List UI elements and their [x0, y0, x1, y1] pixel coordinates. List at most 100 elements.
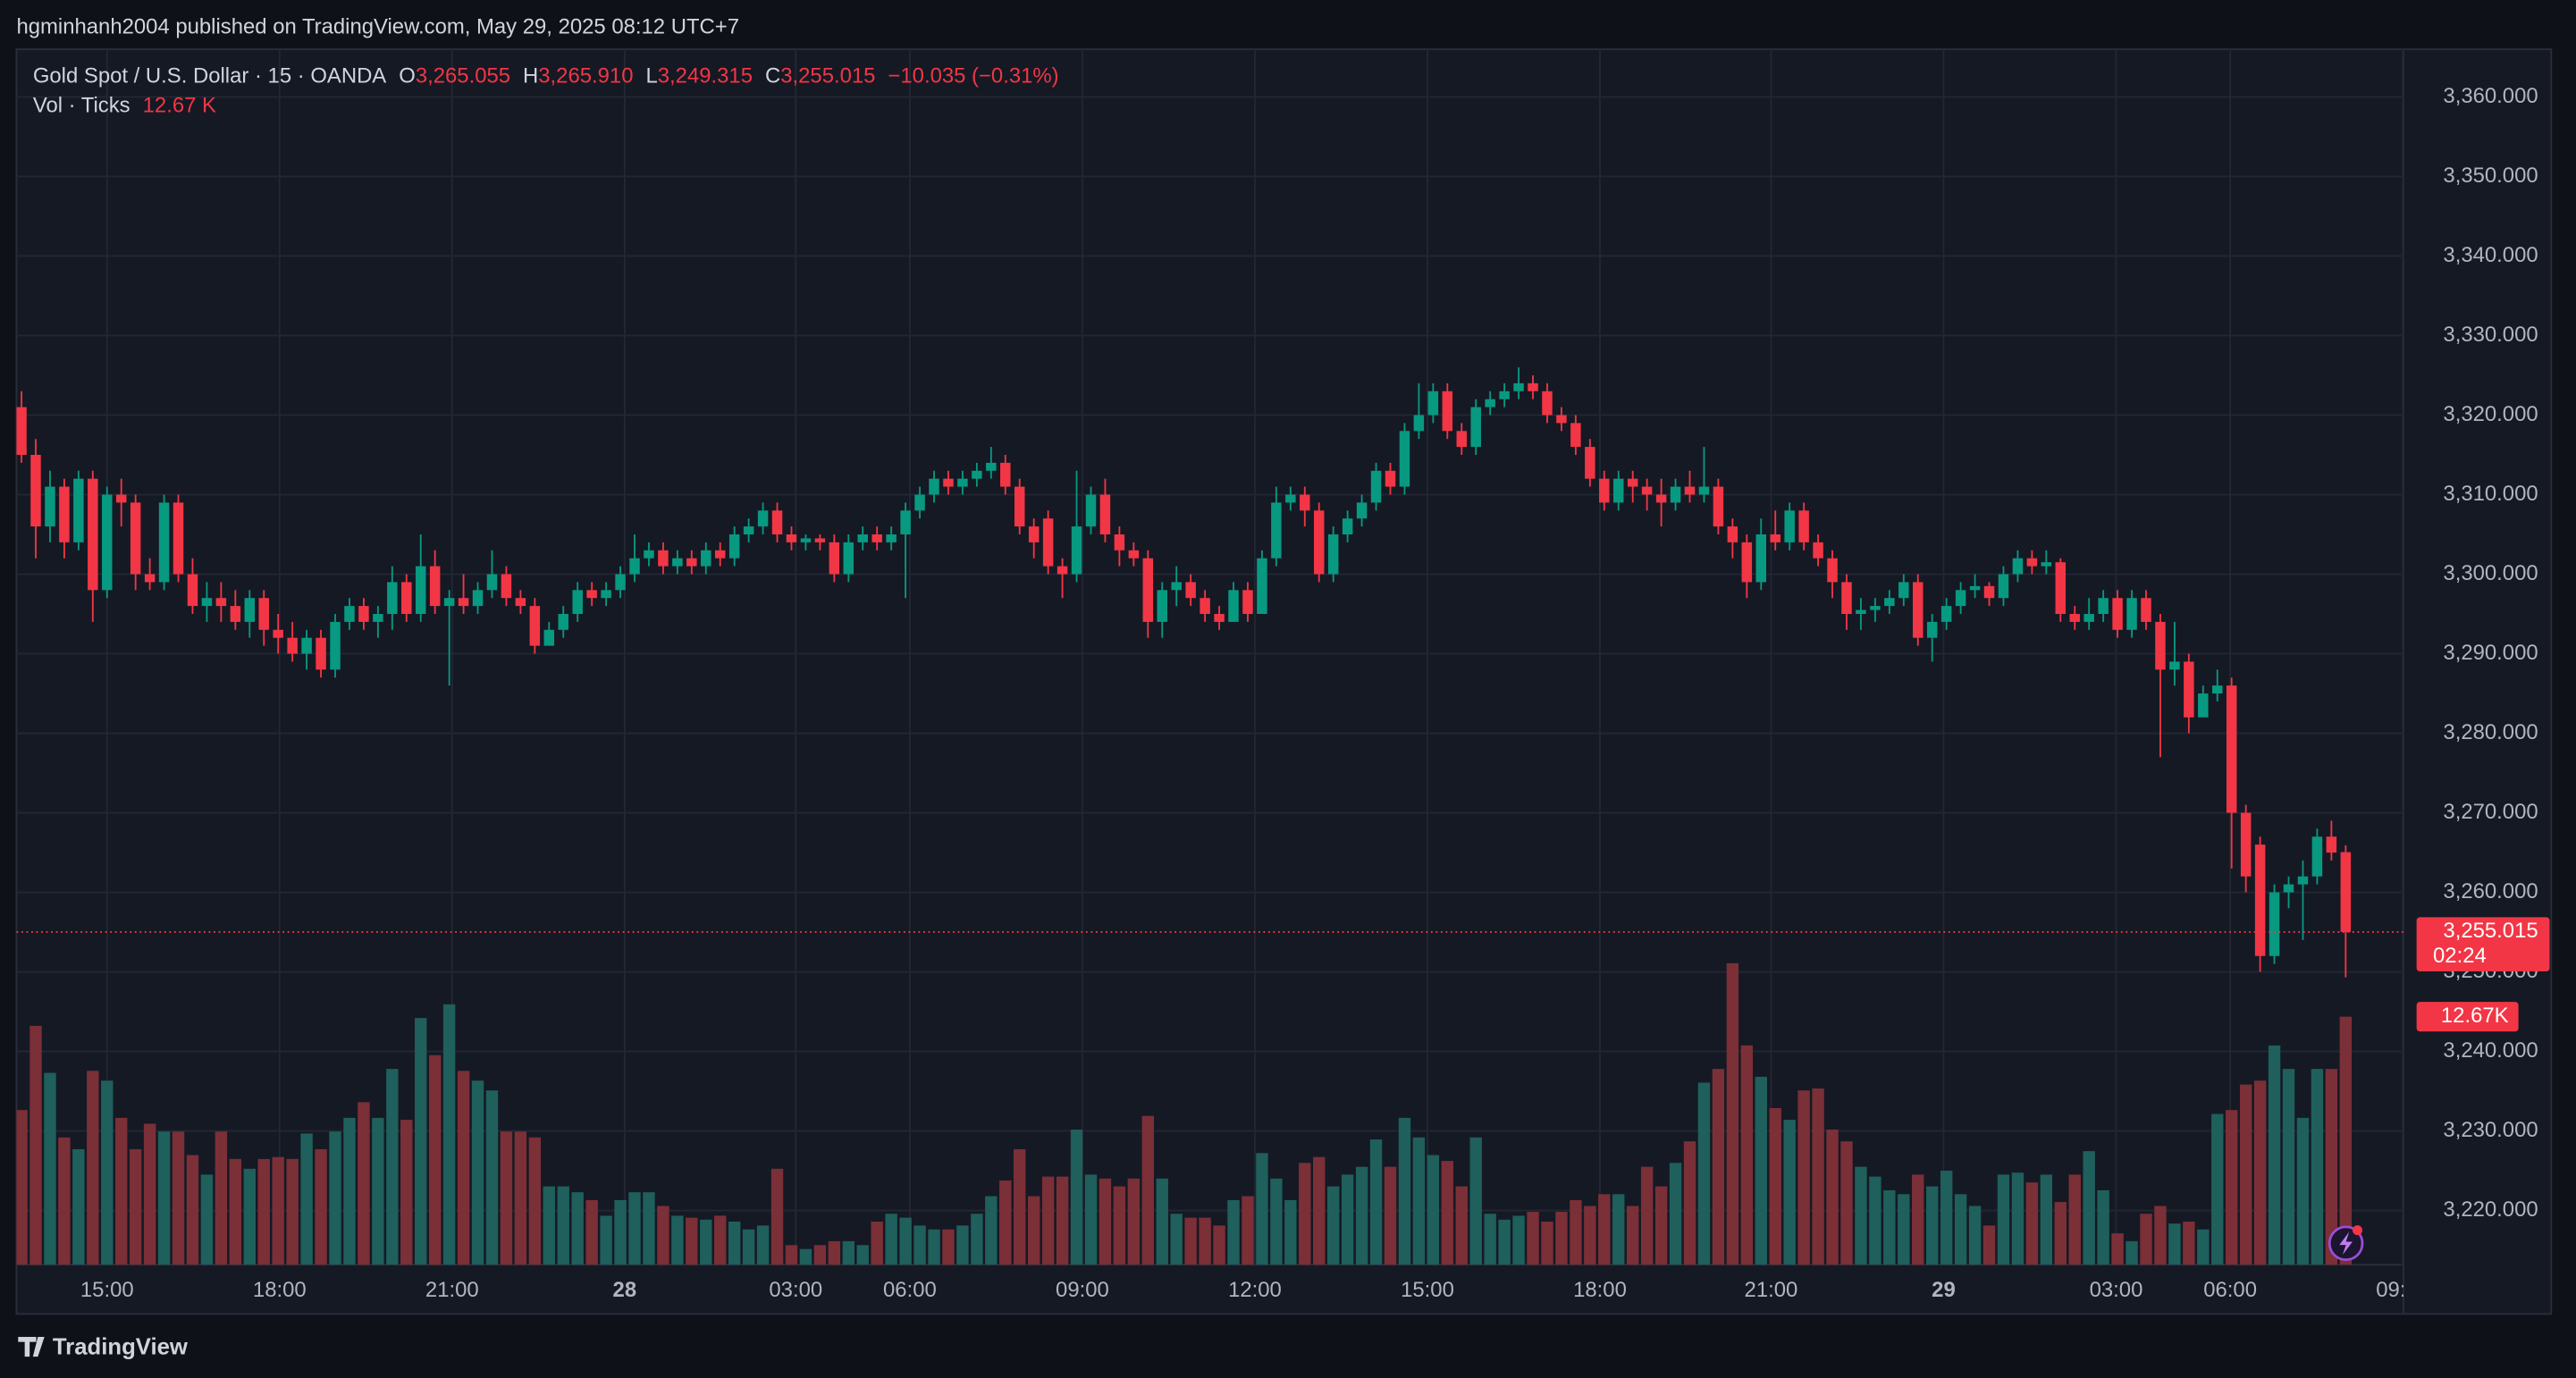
candle-body — [1755, 534, 1767, 583]
candle-body — [2084, 614, 2094, 622]
candle-body — [1200, 598, 1210, 615]
x-tick-label: 09:00 — [1056, 1278, 1109, 1302]
volume-legend: Vol · Ticks 12.67 K — [33, 94, 216, 118]
candle-body — [316, 637, 326, 670]
candle-body — [2155, 621, 2166, 670]
volume-bar — [1541, 1221, 1553, 1265]
candle-body — [586, 590, 597, 599]
candle-body — [1042, 518, 1054, 567]
volume-bar — [415, 1018, 427, 1265]
volume-bar — [1156, 1178, 1168, 1265]
volume-bar — [1070, 1130, 1083, 1265]
volume-bar — [2296, 1117, 2310, 1265]
candle-body — [2012, 558, 2024, 575]
volume-bar — [657, 1206, 669, 1265]
volume-bar — [58, 1137, 71, 1265]
volume-bar — [1783, 1120, 1796, 1265]
candle-body — [1185, 582, 1196, 599]
volume-bar — [471, 1080, 484, 1265]
volume-bar — [913, 1225, 926, 1265]
candle-body — [1470, 407, 1481, 448]
candle-body — [1028, 526, 1040, 542]
candle-body — [629, 558, 640, 575]
candle-body — [429, 566, 441, 607]
volume-bar — [157, 1131, 171, 1265]
candle-body — [786, 534, 797, 542]
candle-body — [2212, 685, 2223, 694]
candle-body — [1940, 606, 1952, 622]
candle-body — [144, 574, 156, 583]
candle-body — [714, 550, 726, 559]
candle-body — [529, 606, 541, 646]
volume-bar — [1840, 1141, 1853, 1265]
volume-bar — [229, 1158, 242, 1265]
y-tick-label: 3,240.000 — [2443, 1038, 2538, 1063]
candle-body — [1485, 399, 1495, 408]
volume-bar — [1755, 1076, 1767, 1265]
low-value: 3,249.315 — [658, 64, 753, 88]
candle-body — [1313, 510, 1325, 575]
volume-bar — [1555, 1212, 1568, 1265]
candle-body — [1128, 550, 1140, 559]
candle-body — [972, 470, 982, 479]
candle-body — [2240, 812, 2252, 877]
volume-bar — [2083, 1151, 2095, 1265]
y-tick-label: 3,230.000 — [2443, 1118, 2538, 1142]
volume-bar — [200, 1174, 214, 1265]
volume-bar — [514, 1131, 527, 1265]
volume-bar — [557, 1186, 569, 1265]
x-tick-label: 21:00 — [1745, 1278, 1798, 1302]
countdown-label: 02:24 — [2433, 944, 2487, 968]
candle-body — [1385, 470, 1396, 487]
candle-body — [88, 478, 98, 591]
candle-body — [558, 614, 568, 630]
price-tag-label: 3,255.015 — [2443, 919, 2538, 943]
candle-body — [1727, 526, 1738, 542]
volume-bar — [643, 1192, 655, 1265]
volume-bar — [2311, 1069, 2324, 1265]
x-tick-label: 15:00 — [1401, 1278, 1454, 1302]
x-tick-label: 29 — [1932, 1278, 1956, 1302]
volume-bar — [1484, 1214, 1496, 1265]
x-tick-label: 21:00 — [425, 1278, 479, 1302]
volume-bar — [1326, 1186, 1340, 1265]
candle-body — [230, 606, 241, 622]
volume-bar — [770, 1168, 784, 1265]
y-tick-label: 3,260.000 — [2443, 879, 2538, 903]
candle-body — [1228, 590, 1239, 622]
y-tick-label: 3,300.000 — [2443, 561, 2538, 585]
candle-body — [1356, 502, 1368, 519]
volume-bar — [1855, 1166, 1867, 1265]
volume-bar — [2068, 1174, 2081, 1265]
volume-bar — [756, 1225, 770, 1265]
candle-body — [1670, 486, 1681, 503]
volume-bar — [428, 1055, 442, 1265]
candle-body — [45, 486, 55, 527]
candle-body — [1585, 447, 1595, 479]
candle-body — [672, 558, 683, 567]
candle-body — [543, 629, 555, 646]
volume-bar — [1626, 1206, 1639, 1265]
volume-bar — [1427, 1155, 1440, 1265]
candle-body — [1214, 614, 1225, 622]
notification-dot — [2352, 1225, 2362, 1236]
volume-bar — [286, 1158, 299, 1265]
candle-body — [1242, 590, 1253, 615]
volume-bar — [1141, 1115, 1155, 1265]
candle-body — [757, 510, 769, 527]
volume-name: Vol · Ticks — [33, 94, 130, 118]
volume-bar — [186, 1155, 199, 1265]
volume-bar — [16, 1110, 28, 1265]
candle-body — [2055, 562, 2067, 615]
volume-bar — [856, 1245, 869, 1265]
volume-bar — [742, 1229, 755, 1265]
volume-bar — [2197, 1229, 2210, 1265]
volume-bar — [714, 1215, 727, 1265]
candle-body — [1085, 494, 1097, 527]
y-tick-label: 3,280.000 — [2443, 720, 2538, 744]
volume-bar — [1654, 1186, 1668, 1265]
volume-bar — [728, 1221, 741, 1265]
change: −10.035 (−0.31%) — [888, 64, 1058, 88]
volume-bar — [1598, 1194, 1611, 1265]
